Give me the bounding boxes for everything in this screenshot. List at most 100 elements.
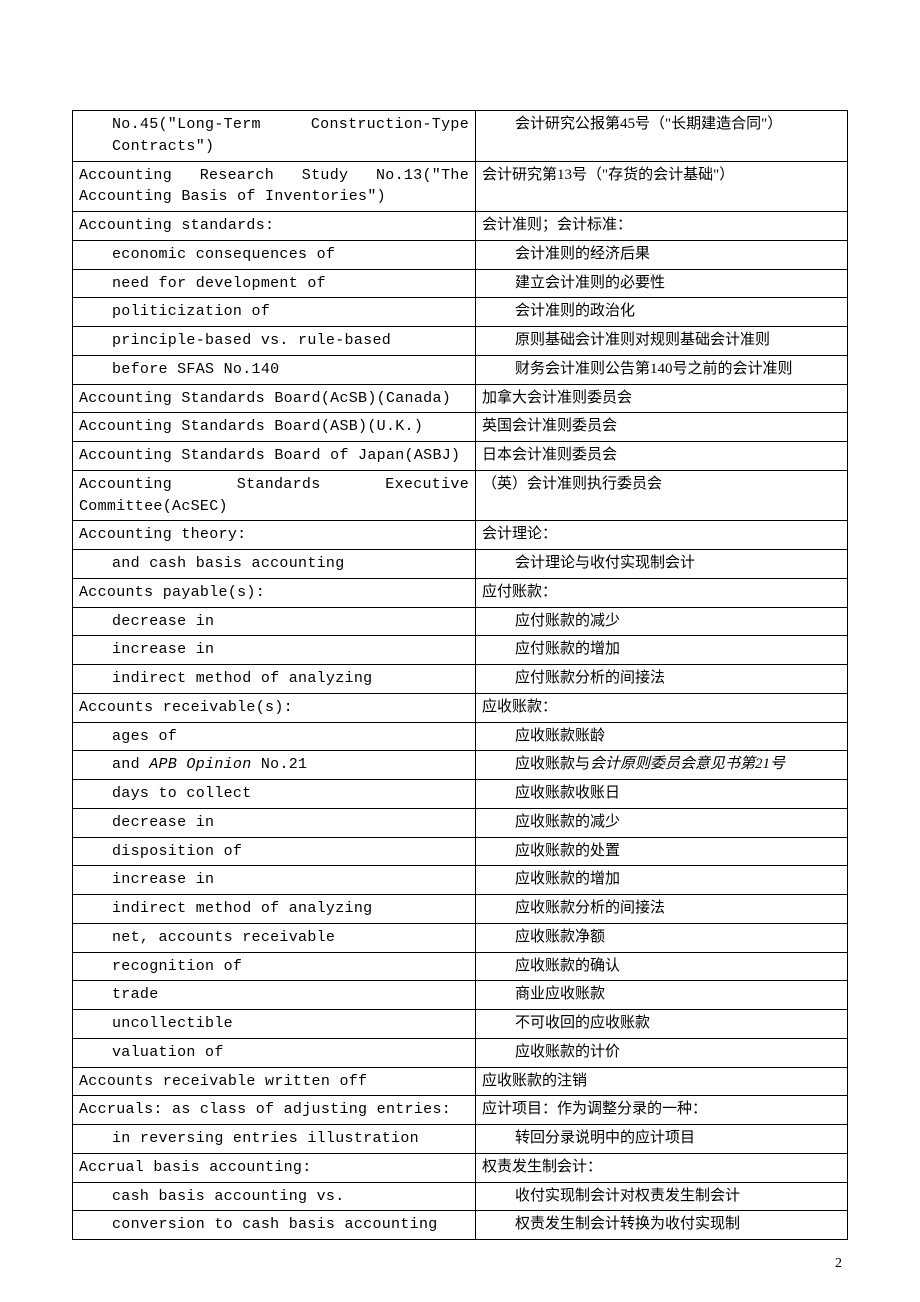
- table-row: principle-based vs. rule-based原则基础会计准则对规…: [73, 327, 848, 356]
- table-row: and APB Opinion No.21应收账款与会计原则委员会意见书第21号: [73, 751, 848, 780]
- table-row: Accounting theory:会计理论：: [73, 521, 848, 550]
- cell-english: trade: [73, 981, 476, 1010]
- table-row: Accounts receivable written off应收账款的注销: [73, 1067, 848, 1096]
- table-row: net, accounts receivable应收账款净额: [73, 923, 848, 952]
- cell-english: increase in: [73, 866, 476, 895]
- cell-english: valuation of: [73, 1038, 476, 1067]
- cell-chinese: 建立会计准则的必要性: [476, 269, 848, 298]
- cell-english: Accounts payable(s):: [73, 578, 476, 607]
- glossary-table: No.45("Long-Term Construction-TypeContra…: [72, 110, 848, 1240]
- table-row: increase in应收账款的增加: [73, 866, 848, 895]
- cell-chinese: 会计理论与收付实现制会计: [476, 550, 848, 579]
- cell-english: Accounts receivable(s):: [73, 693, 476, 722]
- table-row: before SFAS No.140财务会计准则公告第140号之前的会计准则: [73, 355, 848, 384]
- table-row: Accounting Standards Board(AcSB)(Canada)…: [73, 384, 848, 413]
- cell-chinese: 会计准则的经济后果: [476, 240, 848, 269]
- cell-english: cash basis accounting vs.: [73, 1182, 476, 1211]
- cell-chinese: 应收账款净额: [476, 923, 848, 952]
- cell-chinese: 应计项目：作为调整分录的一种：: [476, 1096, 848, 1125]
- cell-chinese: 应收账款分析的间接法: [476, 895, 848, 924]
- cell-english: need for development of: [73, 269, 476, 298]
- table-row: economic consequences of会计准则的经济后果: [73, 240, 848, 269]
- cell-english: decrease in: [73, 607, 476, 636]
- table-row: indirect method of analyzing应收账款分析的间接法: [73, 895, 848, 924]
- cell-english: uncollectible: [73, 1010, 476, 1039]
- cell-english: conversion to cash basis accounting: [73, 1211, 476, 1240]
- table-row: and cash basis accounting会计理论与收付实现制会计: [73, 550, 848, 579]
- cell-chinese: （英）会计准则执行委员会: [476, 470, 848, 521]
- table-row: recognition of应收账款的确认: [73, 952, 848, 981]
- table-row: Accounts payable(s):应付账款：: [73, 578, 848, 607]
- cell-english: Accounting Standards Board(AcSB)(Canada): [73, 384, 476, 413]
- table-row: politicization of会计准则的政治化: [73, 298, 848, 327]
- table-row: decrease in应付账款的减少: [73, 607, 848, 636]
- cell-chinese: 应收账款的注销: [476, 1067, 848, 1096]
- cell-english: No.45("Long-Term Construction-TypeContra…: [73, 111, 476, 162]
- table-row: decrease in应收账款的减少: [73, 808, 848, 837]
- table-row: in reversing entries illustration转回分录说明中…: [73, 1125, 848, 1154]
- cell-chinese: 商业应收账款: [476, 981, 848, 1010]
- cell-chinese: 加拿大会计准则委员会: [476, 384, 848, 413]
- cell-chinese: 应收账款的减少: [476, 808, 848, 837]
- cell-english: Accounting Standards Board of Japan(ASBJ…: [73, 442, 476, 471]
- cell-english: Accounting Standards Board(ASB)(U.K.): [73, 413, 476, 442]
- cell-english: economic consequences of: [73, 240, 476, 269]
- table-row: disposition of应收账款的处置: [73, 837, 848, 866]
- cell-english: Accounts receivable written off: [73, 1067, 476, 1096]
- cell-chinese: 应收账款与会计原则委员会意见书第21号: [476, 751, 848, 780]
- cell-english: and APB Opinion No.21: [73, 751, 476, 780]
- cell-chinese: 应收账款的增加: [476, 866, 848, 895]
- cell-chinese: 应收账款账龄: [476, 722, 848, 751]
- table-row: Accounting standards:会计准则；会计标准：: [73, 212, 848, 241]
- table-row: Accrual basis accounting:权责发生制会计：: [73, 1153, 848, 1182]
- table-row: Accounting Standards Board(ASB)(U.K.)英国会…: [73, 413, 848, 442]
- cell-chinese: 权责发生制会计转换为收付实现制: [476, 1211, 848, 1240]
- cell-chinese: 会计准则的政治化: [476, 298, 848, 327]
- table-row: indirect method of analyzing应付账款分析的间接法: [73, 665, 848, 694]
- cell-english: Accruals: as class of adjusting entries:: [73, 1096, 476, 1125]
- table-row: need for development of建立会计准则的必要性: [73, 269, 848, 298]
- table-row: Accruals: as class of adjusting entries:…: [73, 1096, 848, 1125]
- table-row: Accounting Standards ExecutiveCommittee(…: [73, 470, 848, 521]
- page-number: 2: [835, 1256, 842, 1272]
- cell-english: decrease in: [73, 808, 476, 837]
- cell-english: increase in: [73, 636, 476, 665]
- cell-chinese: 应付账款分析的间接法: [476, 665, 848, 694]
- cell-chinese: 日本会计准则委员会: [476, 442, 848, 471]
- cell-english: net, accounts receivable: [73, 923, 476, 952]
- cell-chinese: 应收账款：: [476, 693, 848, 722]
- table-row: uncollectible不可收回的应收账款: [73, 1010, 848, 1039]
- table-row: trade商业应收账款: [73, 981, 848, 1010]
- cell-english: Accounting Research Study No.13("TheAcco…: [73, 161, 476, 212]
- table-row: cash basis accounting vs.收付实现制会计对权责发生制会计: [73, 1182, 848, 1211]
- cell-english: and cash basis accounting: [73, 550, 476, 579]
- cell-chinese: 应收账款的计价: [476, 1038, 848, 1067]
- cell-english: recognition of: [73, 952, 476, 981]
- cell-english: indirect method of analyzing: [73, 895, 476, 924]
- cell-chinese: 应付账款的增加: [476, 636, 848, 665]
- table-row: No.45("Long-Term Construction-TypeContra…: [73, 111, 848, 162]
- cell-english: indirect method of analyzing: [73, 665, 476, 694]
- table-row: increase in应付账款的增加: [73, 636, 848, 665]
- table-row: Accounting Research Study No.13("TheAcco…: [73, 161, 848, 212]
- cell-english: Accrual basis accounting:: [73, 1153, 476, 1182]
- cell-english: Accounting theory:: [73, 521, 476, 550]
- table-row: conversion to cash basis accounting权责发生制…: [73, 1211, 848, 1240]
- cell-english: before SFAS No.140: [73, 355, 476, 384]
- cell-chinese: 收付实现制会计对权责发生制会计: [476, 1182, 848, 1211]
- table-row: ages of应收账款账龄: [73, 722, 848, 751]
- cell-english: politicization of: [73, 298, 476, 327]
- cell-chinese: 应收账款的确认: [476, 952, 848, 981]
- cell-chinese: 不可收回的应收账款: [476, 1010, 848, 1039]
- cell-chinese: 应付账款：: [476, 578, 848, 607]
- table-row: valuation of应收账款的计价: [73, 1038, 848, 1067]
- cell-english: ages of: [73, 722, 476, 751]
- cell-chinese: 应收账款收账日: [476, 780, 848, 809]
- cell-chinese: 会计研究第13号（"存货的会计基础"）: [476, 161, 848, 212]
- cell-chinese: 转回分录说明中的应计项目: [476, 1125, 848, 1154]
- cell-english: principle-based vs. rule-based: [73, 327, 476, 356]
- cell-english: disposition of: [73, 837, 476, 866]
- cell-chinese: 会计准则；会计标准：: [476, 212, 848, 241]
- cell-chinese: 会计研究公报第45号（"长期建造合同"）: [476, 111, 848, 162]
- cell-chinese: 财务会计准则公告第140号之前的会计准则: [476, 355, 848, 384]
